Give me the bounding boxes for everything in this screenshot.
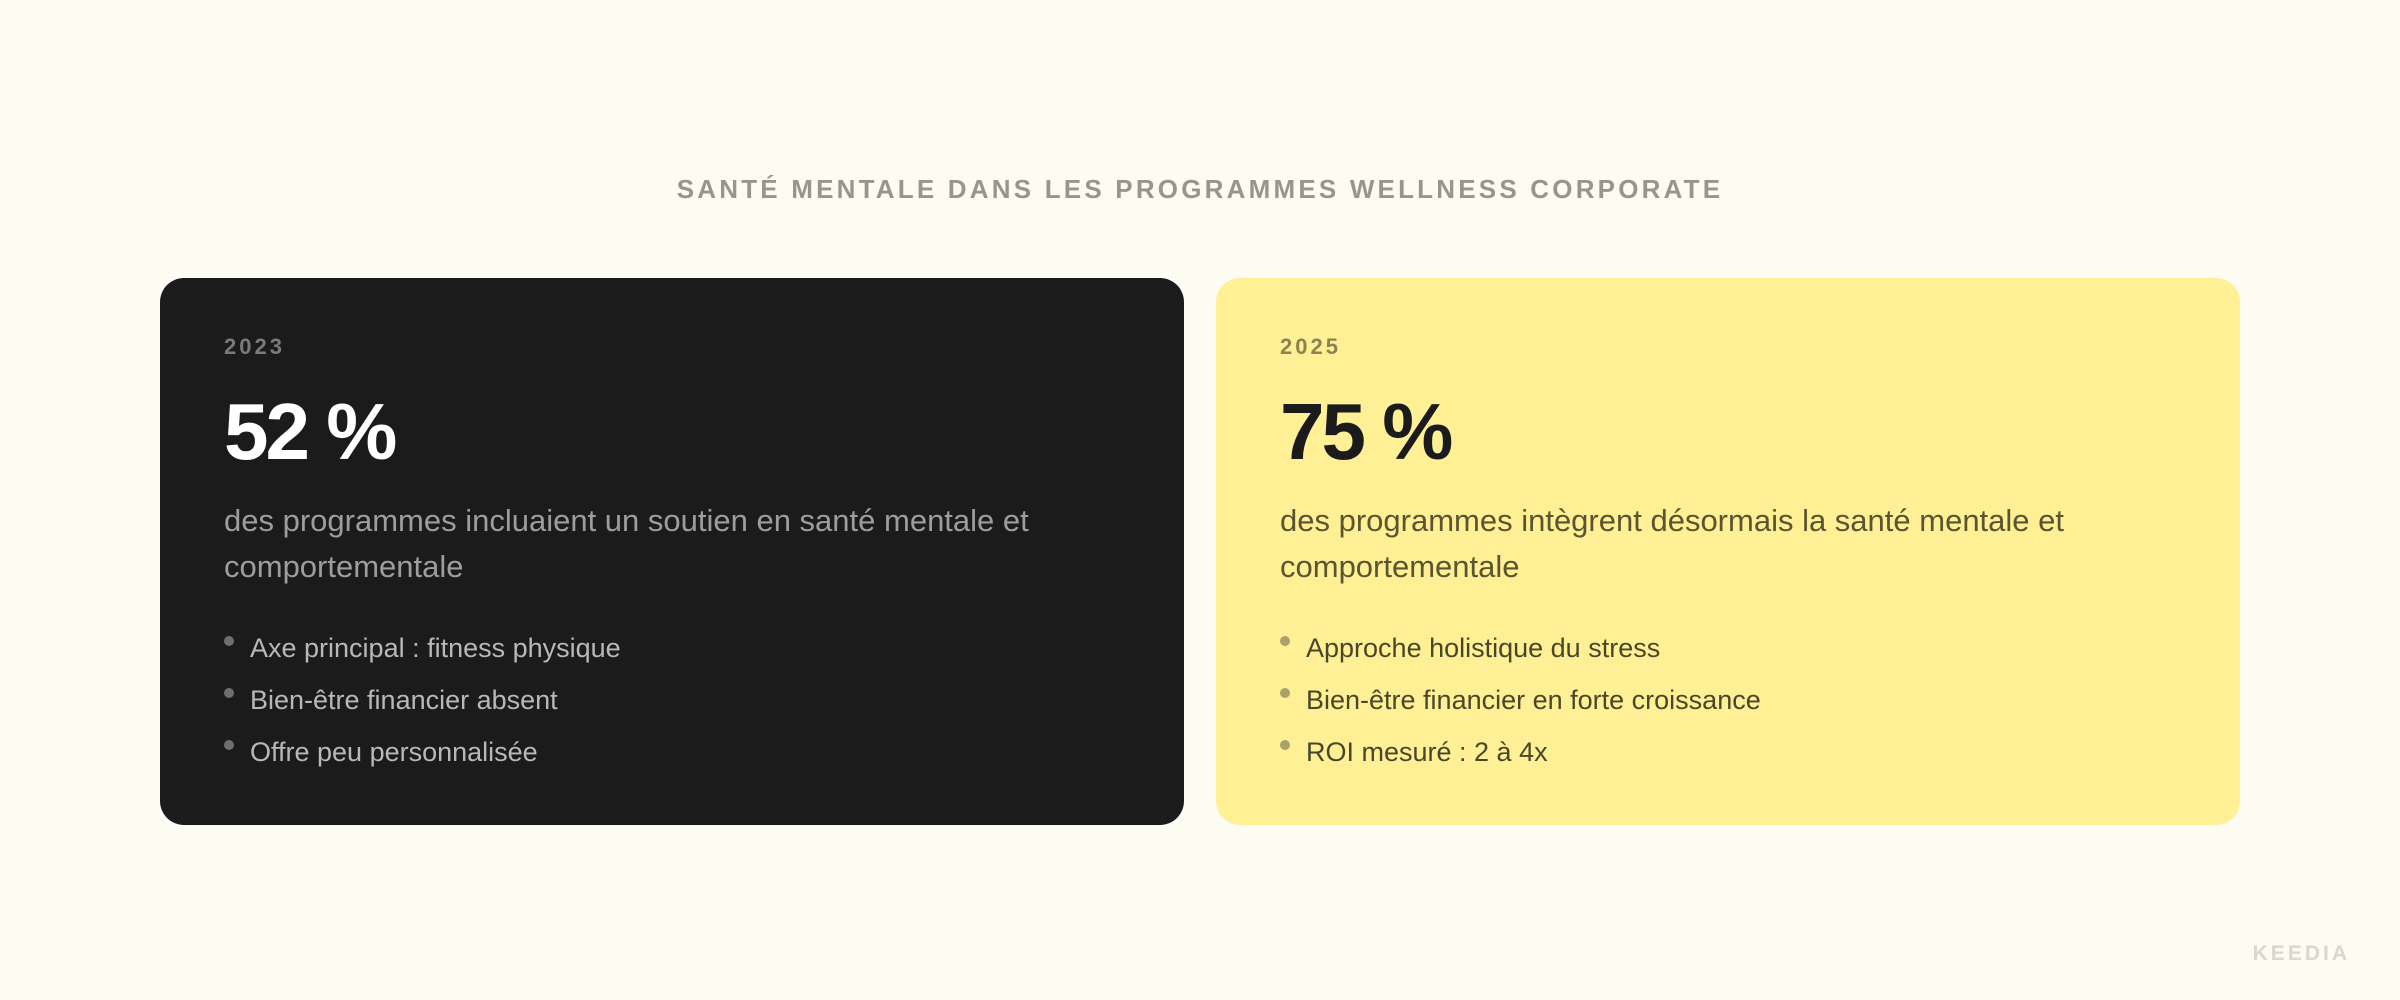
bullet-dot-icon <box>1280 636 1290 646</box>
bullet-dot-icon <box>224 688 234 698</box>
bullet-dot-icon <box>1280 688 1290 698</box>
bullet-text: Offre peu personnalisée <box>250 737 538 767</box>
card-stat: 75 % <box>1280 387 1453 476</box>
bullet-dot-icon <box>224 740 234 750</box>
card-2023: 2023 52 % des programmes incluaient un s… <box>160 278 1184 825</box>
card-stat: 52 % <box>224 387 397 476</box>
brand-logo: KEEDIA <box>2252 942 2350 965</box>
card-description: des programmes incluaient un soutien en … <box>224 503 1029 584</box>
bullet-text: ROI mesuré : 2 à 4x <box>1306 737 1548 767</box>
bullet-item: ROI mesuré : 2 à 4x <box>1280 726 2176 778</box>
card-year: 2023 <box>224 334 285 359</box>
page-title: SANTÉ MENTALE DANS LES PROGRAMMES WELLNE… <box>676 174 1724 204</box>
bullet-text: Bien-être financier absent <box>250 685 558 715</box>
bullet-item: Axe principal : fitness physique <box>224 622 1120 674</box>
bullet-item: Offre peu personnalisée <box>224 726 1120 778</box>
bullet-text: Axe principal : fitness physique <box>250 633 621 663</box>
bullet-text: Approche holistique du stress <box>1306 633 1661 663</box>
card-2025: 2025 75 % des programmes intègrent désor… <box>1216 278 2240 825</box>
card-description: des programmes intègrent désormais la sa… <box>1280 503 2065 584</box>
bullet-item: Bien-être financier absent <box>224 674 1120 726</box>
bullet-dot-icon <box>224 636 234 646</box>
bullet-text: Bien-être financier en forte croissance <box>1306 685 1761 715</box>
bullet-dot-icon <box>1280 740 1290 750</box>
bullet-item: Bien-être financier en forte croissance <box>1280 674 2176 726</box>
card-year: 2025 <box>1280 334 1341 359</box>
card-bullet-list: Axe principal : fitness physique Bien-êt… <box>224 622 1120 778</box>
card-bullet-list: Approche holistique du stress Bien-être … <box>1280 622 2176 778</box>
bullet-item: Approche holistique du stress <box>1280 622 2176 674</box>
